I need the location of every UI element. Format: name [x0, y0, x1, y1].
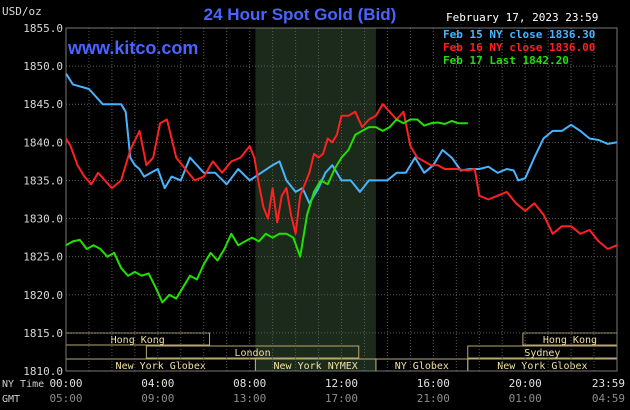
grid-lines: [65, 27, 618, 372]
x-tick-label-gmt: 05:00: [49, 392, 82, 405]
y-tick-label: 1810.0: [23, 365, 63, 378]
session-bar: [145, 345, 360, 359]
chart-title: 24 Hour Spot Gold (Bid): [203, 5, 397, 24]
y-tick-label: 1855.0: [23, 22, 63, 35]
legend-feb16: Feb 16 NY close 1836.00: [443, 41, 596, 54]
session-label: London: [234, 348, 270, 359]
y-tick-label: 1815.0: [23, 327, 63, 340]
y-tick-label: 1845.0: [23, 98, 63, 111]
y-tick-label: 1820.0: [23, 289, 63, 302]
series-line-1: [65, 103, 618, 250]
gmt-label: GMT: [2, 394, 21, 405]
y-tick-label: 1840.0: [23, 136, 63, 149]
x-tick-label-ny: 00:00: [49, 377, 82, 390]
y-tick-label: 1830.0: [23, 213, 63, 226]
x-tick-label-ny: 23:59: [592, 377, 625, 390]
x-tick-label-ny: 20:00: [509, 377, 542, 390]
legend-feb15: Feb 15 NY close 1836.30: [443, 28, 596, 41]
legend-feb17: Feb 17 Last 1842.20: [443, 54, 569, 67]
session-label: New York Globex: [116, 361, 206, 372]
series-line-0: [65, 73, 618, 205]
x-tick-label-gmt: 17:00: [325, 392, 358, 405]
session-label: NY Globex: [395, 361, 449, 372]
session-label: Hong Kong: [543, 335, 597, 346]
session-label: New York Globex: [497, 361, 587, 372]
x-tick-label-ny: 04:00: [141, 377, 174, 390]
session-label: Hong Kong: [111, 335, 165, 346]
chart-date: February 17, 2023 23:59: [446, 11, 599, 24]
trading-session-highlight: [255, 28, 376, 371]
x-tick-label-ny: 12:00: [325, 377, 358, 390]
x-axis-ticks: 00:00 05:00 04:00 09:00 08:00 13:00 12:00 17:00…: [49, 377, 625, 405]
x-tick-label-ny: 08:00: [233, 377, 266, 390]
x-tick-label-gmt: 21:00: [417, 392, 450, 405]
series-line-2: [65, 118, 468, 304]
x-tick-label-gmt: 01:00: [509, 392, 542, 405]
session-label: New York NYMEX: [274, 361, 358, 372]
y-tick-label: 1850.0: [23, 60, 63, 73]
unit-label: USD/oz: [2, 5, 42, 18]
y-axis-ticks: 1855.0 1850.0 1845.0 1840.0 1835.0 1830.0 1825…: [23, 22, 63, 378]
plot-border: [65, 27, 618, 372]
site-url[interactable]: www.kitco.com: [68, 38, 199, 58]
ny-time-label: NY Time: [2, 379, 45, 390]
y-tick-label: 1825.0: [23, 251, 63, 264]
session-label: Sydney: [524, 348, 560, 359]
x-tick-label-gmt: 04:59: [592, 392, 625, 405]
y-tick-label: 1835.0: [23, 174, 63, 187]
x-tick-label-gmt: 09:00: [141, 392, 174, 405]
series-lines: [65, 73, 618, 304]
x-tick-label-ny: 16:00: [417, 377, 450, 390]
x-tick-label-gmt: 13:00: [233, 392, 266, 405]
